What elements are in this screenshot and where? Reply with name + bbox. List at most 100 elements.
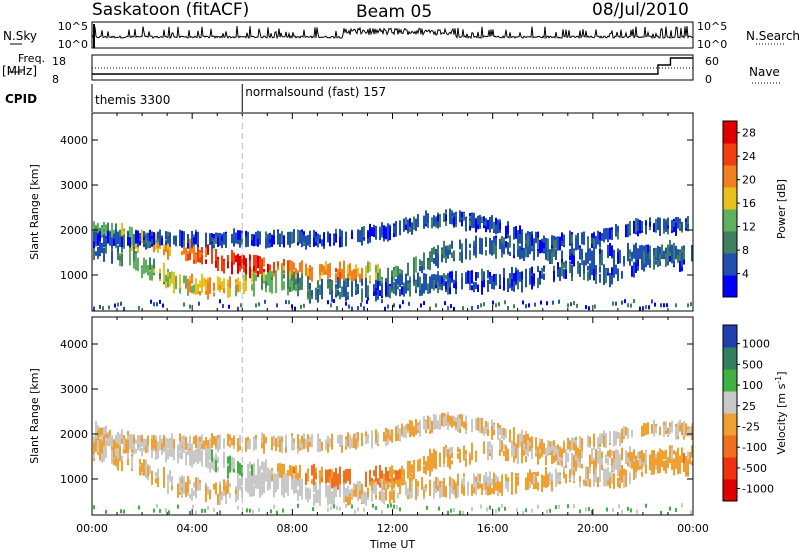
velocity-cell	[617, 456, 619, 469]
power-cell	[327, 270, 329, 281]
velocity-cell	[165, 437, 167, 451]
velocity-cell	[435, 484, 437, 493]
velocity-cell	[443, 483, 445, 497]
velocity-cell	[303, 438, 305, 450]
power-cell	[599, 231, 601, 241]
velocity-cell	[331, 477, 333, 489]
power-cell	[281, 283, 283, 291]
power-cell	[645, 260, 647, 268]
power-cell	[341, 286, 343, 298]
power-cell	[665, 247, 667, 257]
power-cell	[169, 232, 171, 238]
velocity-cell	[593, 433, 595, 447]
velocity-cell	[619, 432, 621, 447]
velocity-cell	[343, 477, 345, 487]
power-cell	[191, 285, 193, 294]
power-cell	[489, 276, 491, 285]
power-ytick-label-0: 1000	[60, 269, 88, 282]
velocity-cell	[451, 484, 453, 494]
power-cell	[563, 270, 565, 279]
velocity-cell	[537, 456, 539, 462]
power-cell	[561, 254, 563, 265]
velocity-cell	[533, 479, 535, 490]
velocity-cell	[677, 447, 679, 461]
velocity-cell	[277, 435, 279, 446]
power-ground-cell	[585, 305, 587, 310]
power-cell	[309, 288, 311, 300]
velocity-cell	[115, 453, 117, 466]
velocity-cell	[589, 437, 591, 446]
velocity-ground-cell	[270, 509, 272, 514]
power-cell	[387, 223, 389, 238]
power-cell	[99, 246, 101, 257]
velocity-cell	[483, 426, 485, 433]
velocity-cell	[663, 460, 665, 471]
power-cell	[115, 223, 117, 235]
velocity-cell	[315, 481, 317, 494]
velocity-cell	[291, 467, 293, 478]
power-cell	[119, 236, 121, 243]
power-cell	[543, 267, 545, 272]
power-cell	[299, 285, 301, 291]
power-cell	[179, 239, 181, 247]
power-cell	[121, 246, 123, 253]
velocity-cell	[615, 431, 617, 446]
power-cell	[133, 256, 135, 269]
power-cell	[167, 236, 169, 242]
power-cell	[477, 284, 479, 292]
velocity-cell	[471, 455, 473, 461]
power-cell	[141, 229, 143, 244]
velocity-cell	[301, 440, 303, 450]
power-cell	[271, 271, 273, 277]
velocity-ground-cell	[546, 509, 548, 514]
power-cell	[129, 245, 131, 260]
velocity-cell	[559, 474, 561, 482]
velocity-cell	[553, 448, 555, 456]
velocity-cell	[183, 476, 185, 488]
velocity-panel	[93, 411, 693, 515]
velocity-cell	[183, 483, 185, 494]
power-cell	[367, 231, 369, 239]
power-cell	[453, 279, 455, 287]
velocity-cell	[351, 437, 353, 449]
power-cell	[297, 230, 299, 243]
power-cell	[579, 248, 581, 258]
velocity-cell	[151, 438, 153, 444]
power-cell	[435, 248, 437, 254]
velocity-cell	[363, 492, 365, 498]
velocity-cell	[285, 473, 287, 487]
power-cell	[453, 212, 455, 222]
power-cell	[631, 267, 633, 275]
power-cell	[669, 239, 671, 253]
power-cell	[475, 272, 477, 281]
power-cell	[431, 248, 433, 259]
velocity-cell	[155, 447, 157, 460]
velocity-cell	[597, 439, 599, 450]
power-cell	[335, 287, 337, 294]
power-cell	[521, 249, 523, 259]
power-cell	[123, 234, 125, 249]
velocity-cell	[457, 447, 459, 453]
velocity-cell	[173, 447, 175, 461]
velocity-cell	[101, 427, 103, 435]
velocity-cell	[603, 474, 605, 487]
velocity-colorbar-segment	[723, 391, 737, 414]
velocity-cell	[383, 431, 385, 440]
power-cell	[95, 242, 97, 247]
velocity-cell	[491, 444, 493, 453]
velocity-cell	[485, 472, 487, 485]
power-cell	[231, 234, 233, 244]
power-ground-cell	[408, 301, 410, 306]
power-cell	[185, 249, 187, 258]
power-cell	[579, 269, 581, 277]
power-cell	[439, 275, 441, 284]
power-cell	[227, 279, 229, 284]
power-cell	[165, 237, 167, 242]
velocity-cell	[411, 492, 413, 499]
power-cell	[477, 215, 479, 225]
velocity-cell	[501, 441, 503, 452]
velocity-cell	[651, 461, 653, 475]
velocity-cell	[295, 484, 297, 494]
power-cell	[269, 271, 271, 282]
velocity-cell	[513, 445, 515, 456]
